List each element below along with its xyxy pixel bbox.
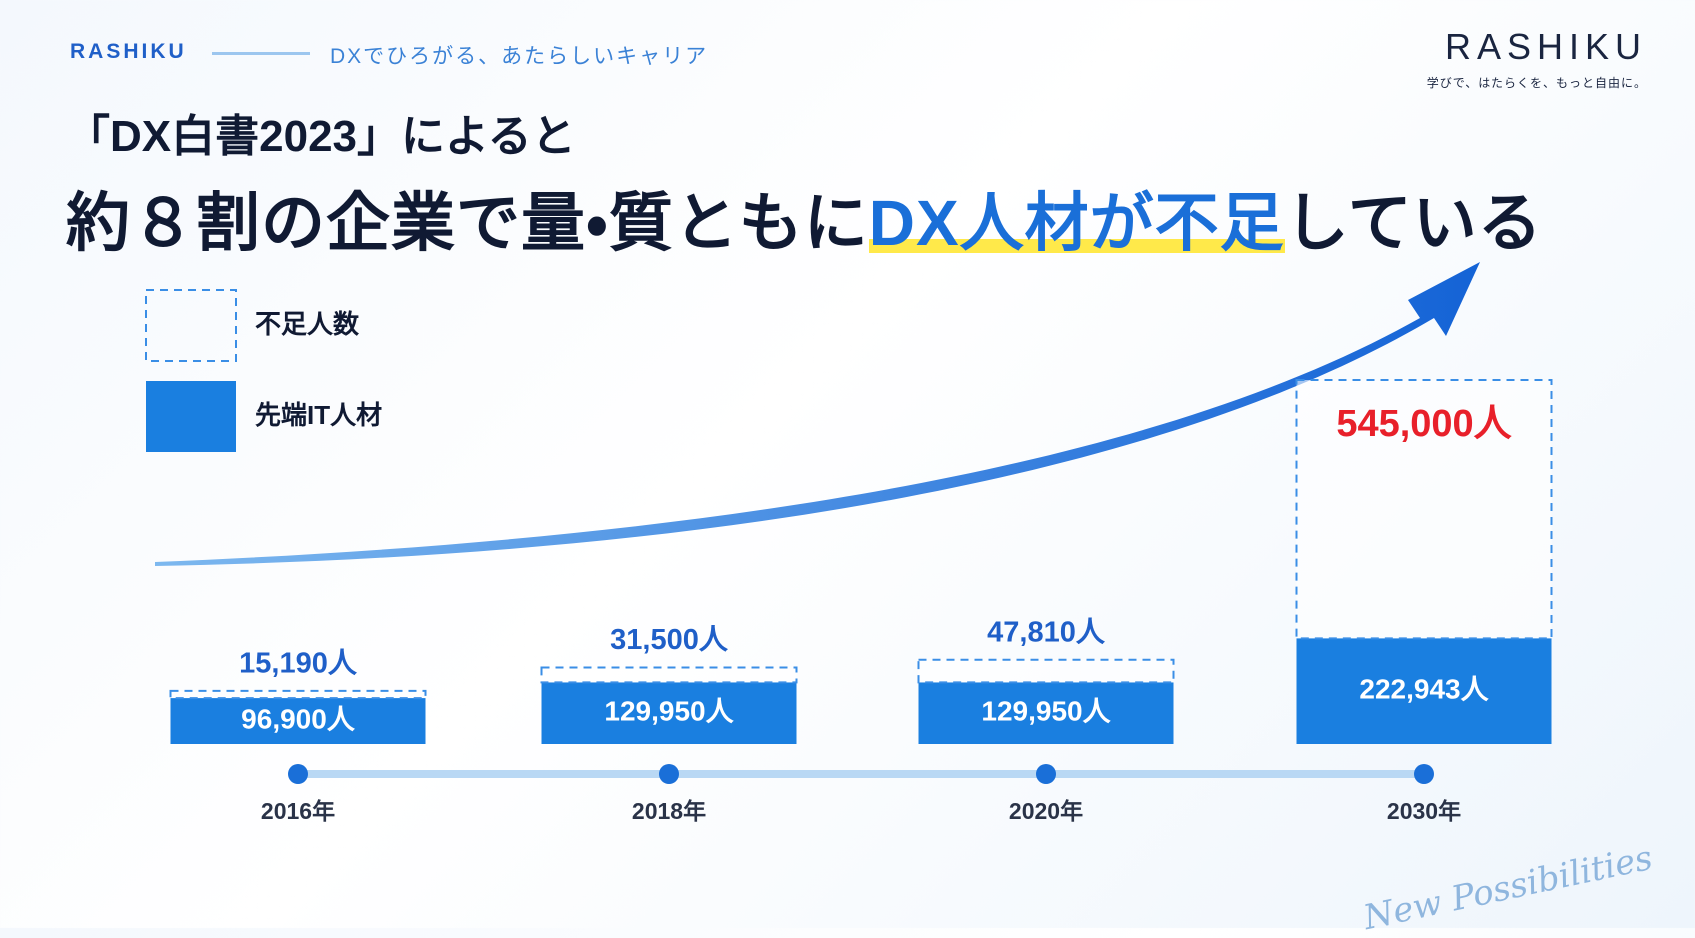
- bar-segment: [917, 658, 1175, 684]
- x-tick-label: 2020年: [1009, 798, 1083, 824]
- value-label: 222,943人: [1359, 674, 1489, 705]
- value-label: 129,950人: [604, 696, 734, 727]
- legend-label: 不足人数: [255, 309, 360, 339]
- value-label: 47,810人: [987, 616, 1106, 648]
- bar-segment: [540, 666, 798, 684]
- growth-arrow: [155, 262, 1480, 566]
- subtitle-part: している: [1284, 187, 1543, 259]
- bar-segment: [1295, 379, 1553, 640]
- tagline: DXでひろがる、あたらしいキャリア: [330, 45, 709, 68]
- timeline-dot: [1414, 764, 1434, 784]
- bar-segment: [918, 682, 1174, 744]
- subtitle-part: 約８割の企業で量・質ともに: [66, 187, 869, 259]
- chart-title: 「DX白書2023」によると: [66, 112, 576, 161]
- timeline-dot: [1036, 764, 1056, 784]
- x-tick-label: 2018年: [632, 798, 706, 824]
- legend-swatch: [145, 289, 237, 362]
- value-label: 545,000人: [1336, 403, 1512, 445]
- bar-segment: [1296, 638, 1552, 744]
- legend-swatch: [146, 381, 236, 452]
- chart-subtitle: 約８割の企業で量・質ともにDX人材が不足している: [66, 172, 1543, 264]
- logo: RASHIKU: [1444, 26, 1647, 67]
- timeline-dot: [288, 764, 308, 784]
- value-label: 96,900人: [241, 703, 356, 734]
- brand: RASHIKU: [70, 40, 187, 63]
- brand-line: [212, 52, 310, 55]
- bar-segment: [170, 698, 426, 744]
- subtitle-highlight: DX人材が不足: [868, 187, 1285, 259]
- x-tick-label: 2016年: [261, 798, 335, 824]
- value-label: 129,950人: [981, 696, 1111, 727]
- slogan: 学びで、はたらくを、もっと自由に。: [1426, 76, 1647, 90]
- x-tick-label: 2030年: [1387, 798, 1461, 824]
- bar-segment: [169, 689, 427, 700]
- legend-label: 先端IT人材: [255, 400, 382, 430]
- value-label: 31,500人: [610, 624, 729, 656]
- value-label: 15,190人: [239, 648, 358, 680]
- bar-segment: [541, 682, 797, 744]
- timeline-dot: [659, 764, 679, 784]
